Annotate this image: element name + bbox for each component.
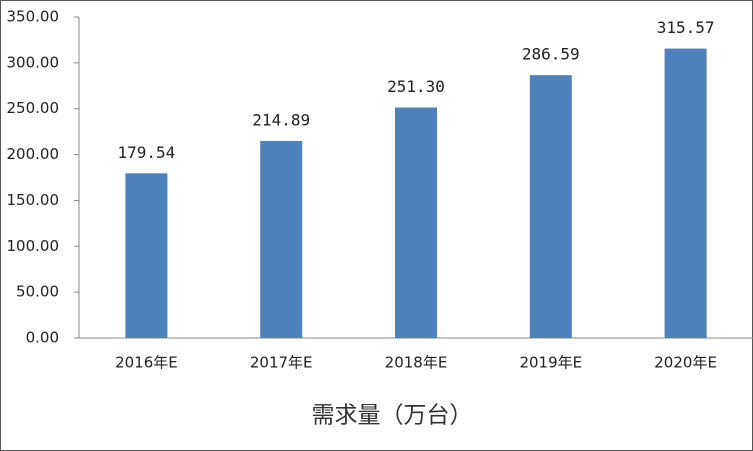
y-tick-label: 150.00: [7, 191, 60, 209]
value-label: 251.30: [387, 77, 445, 96]
bar: [125, 173, 168, 338]
bar: [260, 140, 303, 338]
x-tick-label: 2017年E: [250, 354, 313, 372]
value-label: 315.57: [657, 18, 715, 37]
y-tick-label: 350.00: [7, 8, 60, 26]
value-label: 214.89: [252, 110, 310, 129]
bar: [529, 75, 572, 338]
y-tick-label: 0.00: [26, 329, 59, 347]
y-tick-label: 50.00: [16, 283, 59, 301]
y-tick-label: 200.00: [7, 145, 60, 163]
bar: [664, 48, 707, 338]
x-tick-label: 2018年E: [385, 354, 448, 372]
x-tick-label: 2020年E: [654, 354, 717, 372]
y-tick-label: 100.00: [7, 237, 60, 255]
y-tick-label: 300.00: [7, 53, 60, 71]
value-label: 179.54: [118, 143, 176, 162]
x-tick-label: 2016年E: [115, 354, 178, 372]
bar: [395, 107, 437, 338]
chart-title: 需求量（万台）: [312, 403, 473, 429]
value-label: 286.59: [522, 45, 580, 64]
y-tick-label: 250.00: [7, 99, 60, 117]
x-tick-label: 2019年E: [519, 354, 582, 372]
